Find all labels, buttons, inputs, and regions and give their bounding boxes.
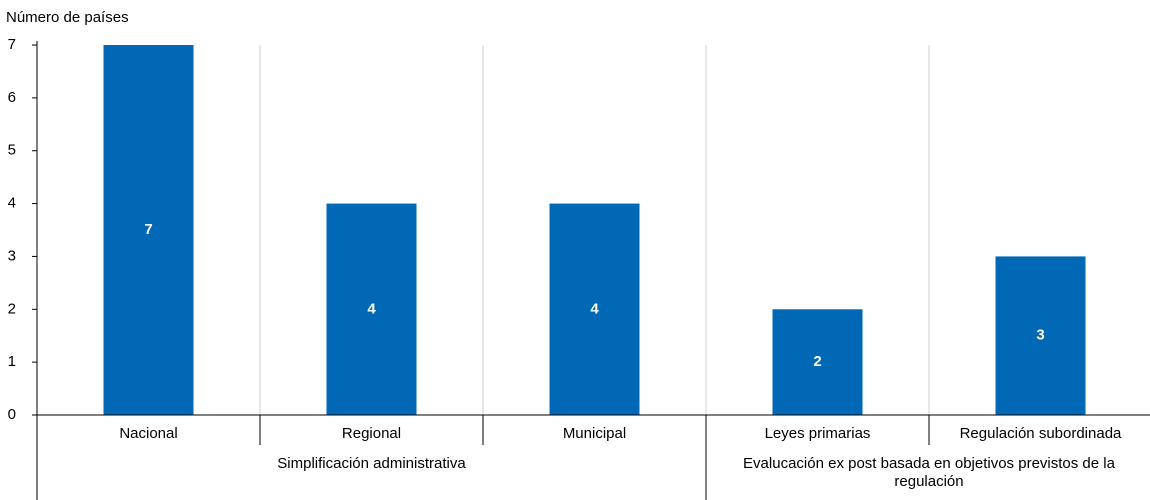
group-label: Simplificación administrativa bbox=[277, 455, 466, 472]
x-tick-label: Municipal bbox=[563, 425, 626, 442]
y-tick-label: 2 bbox=[8, 300, 16, 317]
x-tick-label: Regional bbox=[342, 425, 401, 442]
x-tick-label: Nacional bbox=[119, 425, 177, 442]
y-tick-label: 3 bbox=[8, 247, 16, 264]
data-label: 7 bbox=[144, 221, 152, 238]
y-tick-label: 0 bbox=[8, 406, 16, 423]
y-tick-label: 5 bbox=[8, 142, 16, 159]
bar bbox=[772, 309, 863, 415]
data-label: 4 bbox=[367, 300, 376, 317]
bar bbox=[549, 203, 640, 415]
x-tick-label: Leyes primarias bbox=[765, 425, 871, 442]
y-tick-label: 7 bbox=[8, 36, 16, 53]
data-label: 2 bbox=[813, 353, 821, 370]
y-tick-label: 1 bbox=[8, 353, 16, 370]
bar bbox=[326, 203, 417, 415]
bar bbox=[103, 45, 194, 415]
x-tick-label: Regulación subordinada bbox=[960, 425, 1122, 442]
bar bbox=[995, 256, 1086, 415]
data-label: 3 bbox=[1036, 327, 1044, 344]
y-tick-label: 4 bbox=[8, 195, 16, 212]
data-label: 4 bbox=[590, 300, 599, 317]
group-label: Evalucación ex post basada en objetivos … bbox=[743, 455, 1115, 490]
y-tick-label: 6 bbox=[8, 89, 16, 106]
y-axis-label: Número de países bbox=[6, 9, 129, 26]
